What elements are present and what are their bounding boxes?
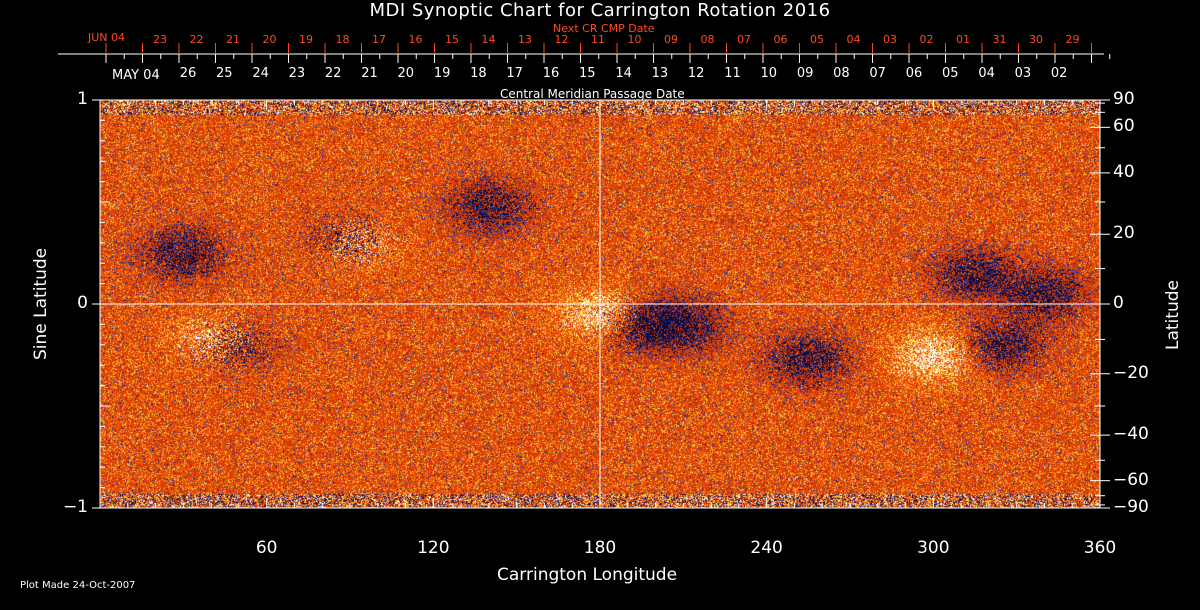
next-cr-date-label: 23 bbox=[153, 33, 167, 46]
cmp-date-label: 18 bbox=[470, 66, 487, 81]
x-tick-label: 300 bbox=[917, 538, 950, 558]
x-tick-label: 240 bbox=[750, 538, 783, 558]
cmp-date-label: 16 bbox=[542, 66, 560, 81]
next-cr-date-label: 15 bbox=[445, 33, 459, 46]
cmp-date-label: 20 bbox=[397, 66, 415, 81]
x-tick-label: 360 bbox=[1083, 538, 1117, 558]
top-axis-start-label: MAY 04 bbox=[112, 68, 160, 83]
plot-made-note: Plot Made 24-Oct-2007 bbox=[20, 580, 136, 591]
cmp-date-label: 21 bbox=[361, 66, 378, 81]
next-cr-date-label: 19 bbox=[299, 33, 313, 46]
cmp-date-label: 17 bbox=[506, 66, 523, 81]
cmp-date-label: 04 bbox=[978, 66, 995, 81]
cmp-date-label: 15 bbox=[579, 66, 596, 81]
lat-tick-label: −20 bbox=[1113, 362, 1149, 383]
next-cr-date-label: 03 bbox=[883, 33, 897, 46]
next-cr-start-label: JUN 04 bbox=[88, 31, 126, 44]
lat-tick-label: 20 bbox=[1113, 223, 1135, 244]
next-cr-date-label: 31 bbox=[992, 33, 1007, 46]
cmp-date-label: 03 bbox=[1014, 66, 1032, 81]
cmp-date-label: 09 bbox=[796, 66, 814, 81]
y-tick-label: 1 bbox=[77, 89, 88, 109]
next-cr-date-label: 05 bbox=[810, 33, 824, 46]
cmp-date-label: 05 bbox=[942, 66, 959, 81]
next-cr-date-label: 14 bbox=[481, 33, 496, 46]
x-axis-label: Carrington Longitude bbox=[497, 565, 678, 585]
next-cr-date-label: 20 bbox=[262, 33, 277, 46]
y-axis-label: Sine Latitude bbox=[31, 247, 51, 360]
next-cr-date-label: 18 bbox=[335, 33, 350, 46]
next-cr-date-label: 22 bbox=[189, 33, 204, 46]
next-cr-date-label: 02 bbox=[919, 33, 934, 46]
lat-tick-label: 0 bbox=[1113, 293, 1124, 313]
next-cr-date-label: 06 bbox=[773, 33, 788, 46]
cmp-date-label: 08 bbox=[833, 66, 850, 81]
next-cr-date-label: 17 bbox=[372, 33, 386, 46]
lat-tick-label: −90 bbox=[1113, 497, 1149, 517]
x-tick-label: 180 bbox=[583, 538, 617, 558]
cmp-date-label: 07 bbox=[869, 66, 886, 81]
next-cr-date-label: 10 bbox=[627, 33, 642, 46]
next-cr-date-label: 21 bbox=[226, 33, 240, 46]
lat-tick-label: 90 bbox=[1113, 89, 1135, 109]
next-cr-axis-label: Next CR CMP Date bbox=[553, 22, 655, 35]
next-cr-date-label: 11 bbox=[591, 33, 605, 46]
cmp-date-label: 06 bbox=[905, 66, 923, 81]
next-cr-date-label: 30 bbox=[1029, 33, 1043, 46]
cmp-date-label: 19 bbox=[433, 66, 451, 81]
cmp-date-label: 02 bbox=[1050, 66, 1068, 81]
next-cr-date-label: 09 bbox=[664, 33, 678, 46]
next-cr-date-label: 16 bbox=[408, 33, 423, 46]
chart-title: MDI Synoptic Chart for Carrington Rotati… bbox=[369, 0, 831, 21]
lat-tick-label: 40 bbox=[1113, 161, 1135, 182]
cmp-date-label: 23 bbox=[288, 66, 306, 81]
next-cr-date-label: 29 bbox=[1065, 33, 1080, 46]
lat-tick-label: −40 bbox=[1113, 424, 1149, 445]
cmp-date-label: 26 bbox=[179, 66, 197, 81]
cmp-date-label: 14 bbox=[615, 66, 632, 81]
next-cr-date-label: 04 bbox=[846, 33, 861, 46]
top-axis-label: Central Meridian Passage Date bbox=[500, 87, 685, 101]
y-tick-label: 0 bbox=[77, 293, 88, 313]
cmp-date-label: 25 bbox=[216, 66, 233, 81]
cmp-date-label: 24 bbox=[252, 66, 269, 81]
x-tick-label: 60 bbox=[255, 538, 278, 558]
next-cr-date-label: 01 bbox=[956, 33, 970, 46]
cmp-date-label: 10 bbox=[760, 66, 778, 81]
y-tick-label: −1 bbox=[62, 497, 88, 517]
lat-tick-label: −60 bbox=[1113, 469, 1149, 490]
cmp-date-label: 12 bbox=[687, 66, 705, 81]
cmp-date-label: 11 bbox=[724, 66, 741, 81]
lat-tick-label: 60 bbox=[1113, 116, 1135, 137]
cmp-date-label: 13 bbox=[651, 66, 669, 81]
next-cr-date-label: 08 bbox=[700, 33, 715, 46]
next-cr-date-label: 07 bbox=[737, 33, 751, 46]
next-cr-date-label: 12 bbox=[554, 33, 569, 46]
y2-axis-label: Latitude bbox=[1163, 280, 1183, 350]
cmp-date-label: 22 bbox=[324, 66, 342, 81]
x-tick-label: 120 bbox=[417, 538, 450, 558]
next-cr-date-label: 13 bbox=[518, 33, 532, 46]
